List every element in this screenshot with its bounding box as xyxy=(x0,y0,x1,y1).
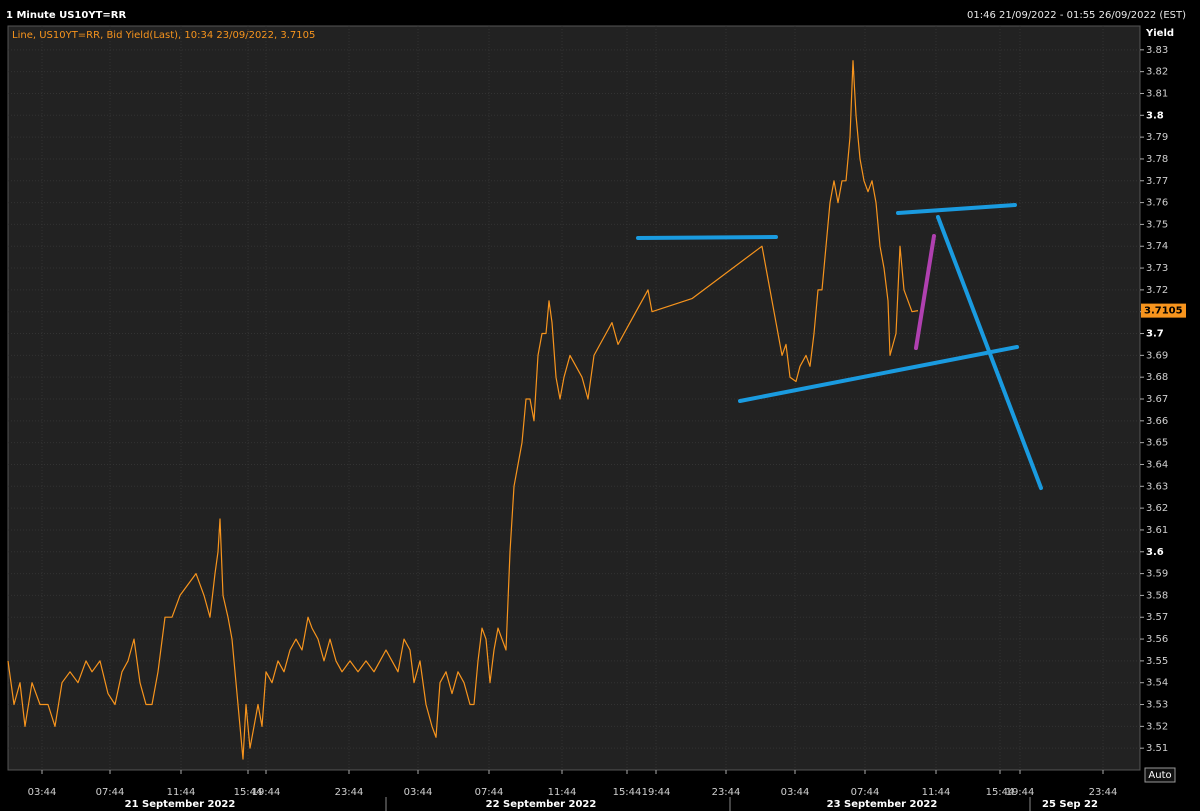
y-axis-label: Yield xyxy=(1145,28,1174,39)
y-tick-label: 3.65 xyxy=(1146,438,1168,449)
trend-lines xyxy=(636,203,1043,490)
marks xyxy=(7,60,919,760)
trend-line xyxy=(936,215,1043,490)
auto-button[interactable] xyxy=(1144,767,1176,783)
date-label: 22 September 2022 xyxy=(486,799,597,810)
trend-line xyxy=(738,345,1019,403)
y-tick-label: 3.81 xyxy=(1146,88,1168,99)
x-tick-label: 19:44 xyxy=(252,787,281,798)
last-value-box xyxy=(1141,303,1186,318)
y-tick-label: 3.78 xyxy=(1146,154,1168,165)
x-tick-label: 23:44 xyxy=(1089,787,1118,798)
x-tick-label: 15:44 xyxy=(986,787,1015,798)
x-tick-label: 07:44 xyxy=(851,787,880,798)
x-tick-label: 03:44 xyxy=(781,787,810,798)
plot-area xyxy=(7,25,1141,771)
y-tick-label: 3.69 xyxy=(1146,350,1168,361)
y-tick-label: 3.83 xyxy=(1146,45,1168,56)
y-tick-label: 3.67 xyxy=(1146,394,1168,405)
y-tick-label: 3.54 xyxy=(1146,678,1168,689)
y-tick-label: 3.61 xyxy=(1146,525,1168,536)
y-tick-label: 3.55 xyxy=(1146,656,1168,667)
x-tick-label: 11:44 xyxy=(922,787,951,798)
trend-line xyxy=(914,234,936,350)
x-tick-label: 15:44 xyxy=(234,787,263,798)
y-tick-label: 3.53 xyxy=(1146,700,1168,711)
y-tick-label: 3.7 xyxy=(1146,329,1164,340)
y-tick-label: 3.72 xyxy=(1146,285,1168,296)
y-tick-label: 3.79 xyxy=(1146,132,1168,143)
x-tick-label: 23:44 xyxy=(335,787,364,798)
last-value-label: 3.7105 xyxy=(1144,306,1183,317)
x-tick-label: 03:44 xyxy=(28,787,57,798)
y-tick-label: 3.68 xyxy=(1146,372,1168,383)
y-tick-label: 3.6 xyxy=(1146,547,1164,558)
y-tick-label: 3.59 xyxy=(1146,569,1168,580)
trend-line xyxy=(896,203,1017,215)
date-label: 25 Sep 22 xyxy=(1042,799,1098,810)
legend-label: Line, US10YT=RR, Bid Yield(Last), 10:34 … xyxy=(12,30,315,41)
y-tick-label: 3.75 xyxy=(1146,219,1168,230)
y-tick-label: 3.64 xyxy=(1146,459,1168,470)
x-tick-label: 11:44 xyxy=(167,787,196,798)
trend-line xyxy=(636,235,778,240)
y-tick-label: 3.63 xyxy=(1146,481,1168,492)
y-tick-label: 3.76 xyxy=(1146,198,1168,209)
y-tick-label: 3.57 xyxy=(1146,612,1168,623)
x-tick-label: 11:44 xyxy=(548,787,577,798)
x-tick-label: 07:44 xyxy=(475,787,504,798)
auto-button-label[interactable]: Auto xyxy=(1148,770,1171,781)
y-tick-label: 3.73 xyxy=(1146,263,1168,274)
y-tick-label: 3.66 xyxy=(1146,416,1168,427)
date-label: 21 September 2022 xyxy=(125,799,236,810)
y-tick-label: 3.52 xyxy=(1146,721,1168,732)
y-tick-label: 3.51 xyxy=(1146,743,1168,754)
y-tick-label: 3.62 xyxy=(1146,503,1168,514)
y-tick-label: 3.74 xyxy=(1146,241,1168,252)
y-tick-label: 3.77 xyxy=(1146,176,1168,187)
y-tick-label: 3.82 xyxy=(1146,67,1168,78)
y-tick-label: 3.58 xyxy=(1146,590,1168,601)
x-tick-label: 07:44 xyxy=(96,787,125,798)
chart-title: 1 Minute US10YT=RR xyxy=(6,10,126,21)
x-tick-label: 15:44 xyxy=(613,787,642,798)
x-tick-label: 03:44 xyxy=(404,787,433,798)
x-tick-label: 19:44 xyxy=(642,787,671,798)
date-label: 23 September 2022 xyxy=(827,799,938,810)
x-tick-label: 19:44 xyxy=(1006,787,1035,798)
y-tick-label: 3.56 xyxy=(1146,634,1168,645)
x-tick-label: 23:44 xyxy=(712,787,741,798)
range-label: 01:46 21/09/2022 - 01:55 26/09/2022 (EST… xyxy=(967,10,1186,21)
grid xyxy=(8,26,1140,770)
y-tick-label: 3.8 xyxy=(1146,110,1164,121)
line-series xyxy=(7,60,919,760)
